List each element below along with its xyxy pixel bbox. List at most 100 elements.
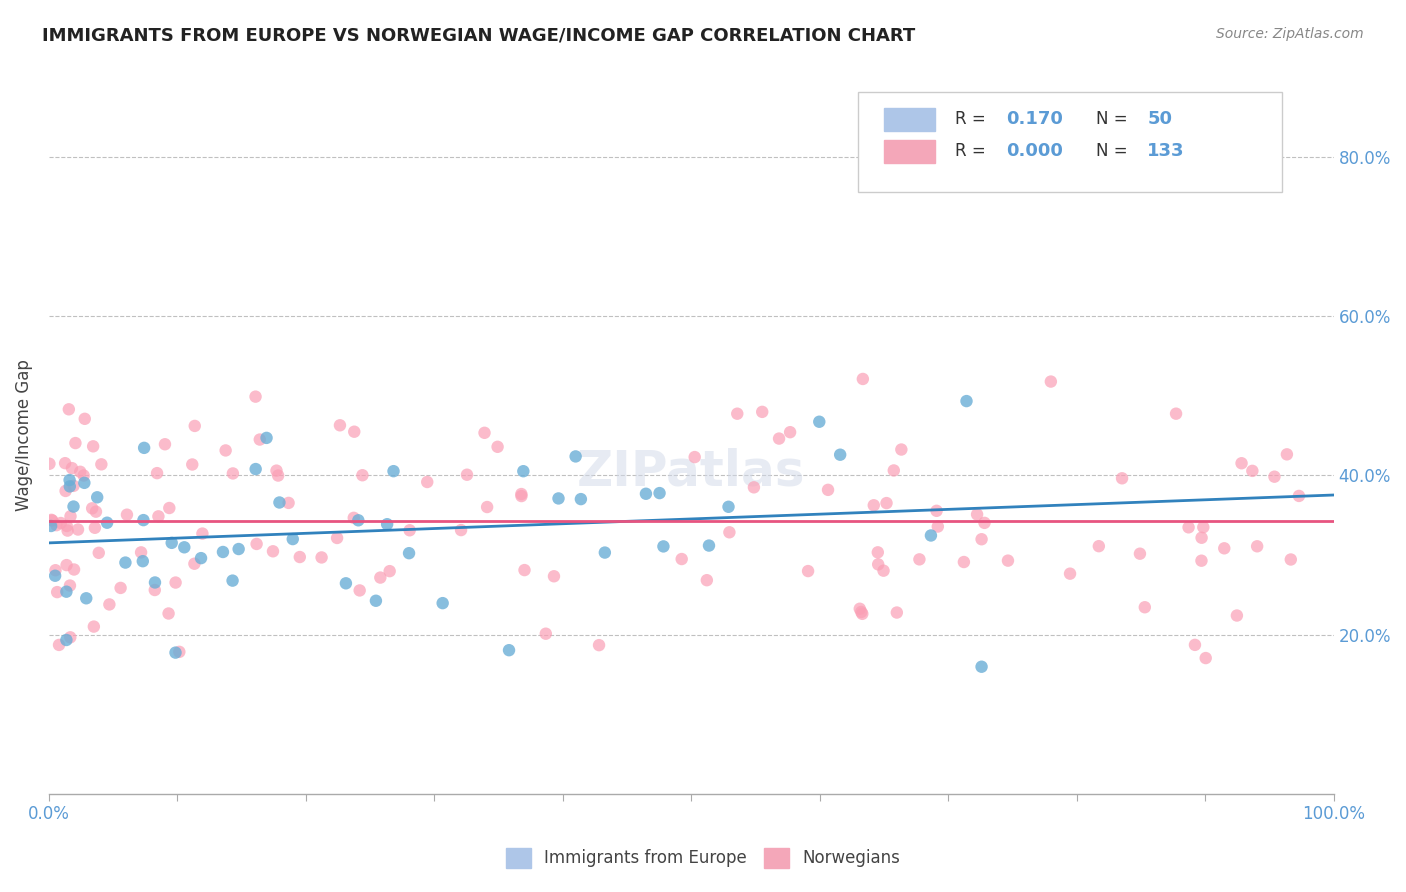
Text: IMMIGRANTS FROM EUROPE VS NORWEGIAN WAGE/INCOME GAP CORRELATION CHART: IMMIGRANTS FROM EUROPE VS NORWEGIAN WAGE… bbox=[42, 27, 915, 45]
Point bbox=[165, 575, 187, 590]
Point bbox=[56, 524, 79, 538]
Point bbox=[160, 536, 183, 550]
Point bbox=[269, 495, 291, 509]
Point bbox=[55, 519, 77, 533]
Point bbox=[115, 508, 138, 522]
Point bbox=[593, 545, 616, 559]
Point bbox=[1226, 608, 1249, 623]
Point bbox=[866, 545, 889, 559]
Point bbox=[110, 581, 132, 595]
Point bbox=[1129, 547, 1152, 561]
Point bbox=[41, 514, 63, 528]
Point bbox=[190, 551, 212, 566]
Point bbox=[908, 552, 931, 566]
Legend: Immigrants from Europe, Norwegians: Immigrants from Europe, Norwegians bbox=[499, 841, 907, 875]
Point bbox=[696, 573, 718, 587]
Point bbox=[343, 511, 366, 525]
Point bbox=[751, 405, 773, 419]
Point bbox=[146, 466, 169, 480]
Point bbox=[62, 479, 84, 493]
Text: Source: ZipAtlas.com: Source: ZipAtlas.com bbox=[1216, 27, 1364, 41]
Point bbox=[214, 443, 236, 458]
Point bbox=[1111, 471, 1133, 485]
Point bbox=[697, 539, 720, 553]
Point bbox=[157, 501, 180, 516]
Point bbox=[262, 544, 284, 558]
Point bbox=[132, 513, 155, 527]
Point bbox=[370, 571, 392, 585]
Text: 133: 133 bbox=[1147, 142, 1185, 161]
Point bbox=[55, 483, 77, 498]
Point bbox=[59, 479, 82, 493]
Point bbox=[63, 562, 86, 576]
FancyBboxPatch shape bbox=[884, 140, 935, 163]
Text: ZIPatlas: ZIPatlas bbox=[576, 448, 806, 495]
Point bbox=[45, 518, 67, 533]
Point bbox=[398, 546, 420, 560]
Point bbox=[953, 555, 976, 569]
Point bbox=[797, 564, 820, 578]
Point bbox=[382, 464, 405, 478]
Point bbox=[1133, 600, 1156, 615]
Point bbox=[486, 440, 509, 454]
Point bbox=[779, 425, 801, 440]
Point bbox=[87, 546, 110, 560]
Point bbox=[41, 513, 63, 527]
FancyBboxPatch shape bbox=[884, 108, 935, 131]
Point bbox=[62, 500, 84, 514]
Point bbox=[1213, 541, 1236, 556]
Point bbox=[955, 394, 977, 409]
Point bbox=[281, 532, 304, 546]
Point bbox=[143, 575, 166, 590]
Point bbox=[343, 425, 366, 439]
Point bbox=[58, 473, 80, 487]
Point bbox=[59, 578, 82, 592]
Point bbox=[634, 487, 657, 501]
Point bbox=[143, 582, 166, 597]
Point bbox=[375, 517, 398, 532]
Point bbox=[90, 458, 112, 472]
Point bbox=[808, 415, 831, 429]
Point bbox=[46, 585, 69, 599]
Point bbox=[73, 475, 96, 490]
Point bbox=[55, 632, 77, 647]
Point bbox=[652, 540, 675, 554]
Point bbox=[184, 418, 207, 433]
Point bbox=[65, 436, 87, 450]
Point bbox=[416, 475, 439, 489]
Text: R =: R = bbox=[955, 110, 986, 128]
Point bbox=[212, 545, 235, 559]
Point bbox=[245, 390, 267, 404]
Point bbox=[648, 486, 671, 500]
Point bbox=[82, 439, 104, 453]
Point bbox=[267, 468, 290, 483]
Point bbox=[1039, 375, 1062, 389]
Point bbox=[249, 433, 271, 447]
Point bbox=[717, 500, 740, 514]
Point bbox=[564, 450, 586, 464]
Point bbox=[288, 549, 311, 564]
Point bbox=[742, 480, 765, 494]
Point bbox=[349, 583, 371, 598]
Point bbox=[48, 638, 70, 652]
Point bbox=[868, 558, 890, 572]
Point bbox=[148, 509, 170, 524]
Point bbox=[474, 425, 496, 440]
Point bbox=[73, 412, 96, 426]
Point bbox=[569, 492, 592, 507]
Point bbox=[169, 645, 191, 659]
Text: R =: R = bbox=[955, 142, 986, 161]
Point bbox=[221, 574, 243, 588]
Point bbox=[335, 576, 357, 591]
Point bbox=[1164, 407, 1187, 421]
Point bbox=[55, 558, 77, 573]
Point bbox=[256, 431, 278, 445]
Point bbox=[1177, 520, 1199, 534]
Point bbox=[165, 646, 187, 660]
Point bbox=[398, 523, 420, 537]
Point bbox=[364, 593, 387, 607]
Point bbox=[44, 563, 66, 577]
Point bbox=[134, 441, 156, 455]
Point bbox=[970, 659, 993, 673]
Point bbox=[86, 491, 108, 505]
